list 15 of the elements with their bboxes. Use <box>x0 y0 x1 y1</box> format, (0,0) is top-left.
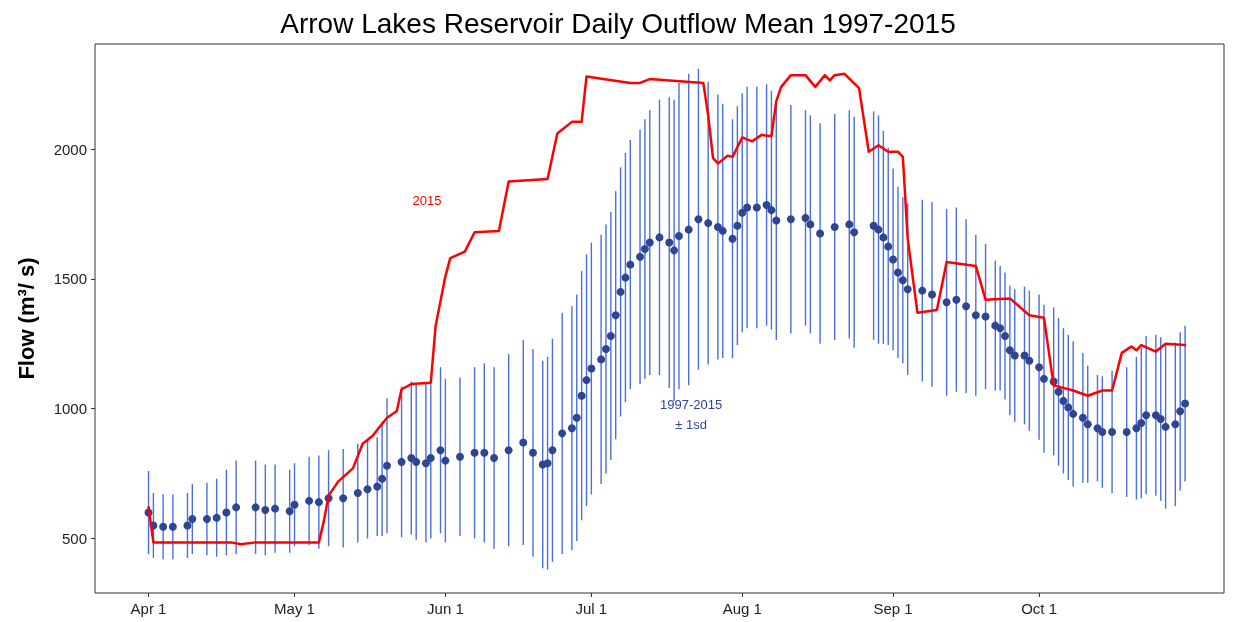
text: 1997-2015 ± 1sd <box>660 397 723 433</box>
x-tick-label: Sep 1 <box>873 600 913 617</box>
x-tick-label: May 1 <box>274 600 315 617</box>
y-tick-label: 2000 <box>53 140 87 158</box>
chart-title: Arrow Lakes Reservoir Daily Outflow Mean 1997-2015 <box>280 7 956 39</box>
y-tick-label: 1500 <box>53 270 87 288</box>
x-tick-label: Apr 1 <box>130 600 167 617</box>
y-tick-label: 1000 <box>53 400 87 418</box>
text: 2015 <box>412 192 442 208</box>
y-tick-label: 500 <box>61 529 87 547</box>
x-tick-label: Jun 1 <box>427 600 464 617</box>
x-tick-label: Oct 1 <box>1021 600 1058 617</box>
y-axis-title: Flow (m³/ s) <box>13 257 39 380</box>
x-tick-label: Aug 1 <box>722 600 762 617</box>
x-tick-label: Jul 1 <box>575 600 608 617</box>
